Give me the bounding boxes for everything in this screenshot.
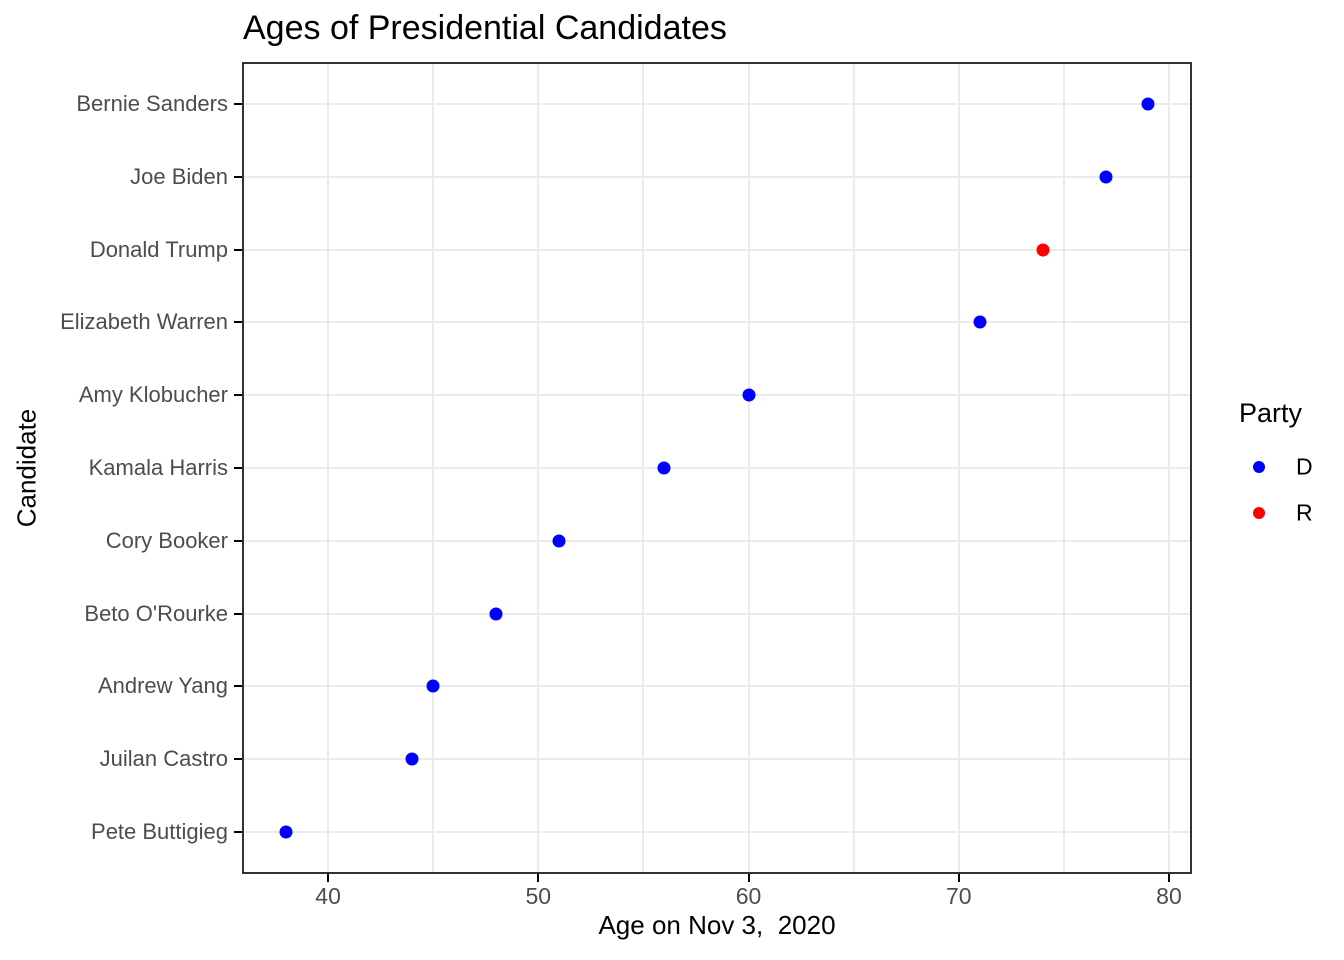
y-axis-tick (234, 612, 242, 615)
x-axis-tick (1167, 874, 1170, 882)
y-axis-tick (234, 175, 242, 178)
data-point-d (405, 752, 419, 766)
data-point-d (657, 461, 671, 475)
y-gridline (244, 103, 1190, 105)
y-axis-tick (234, 321, 242, 324)
chart-title: Ages of Presidential Candidates (243, 9, 727, 47)
data-point-d (1141, 97, 1155, 111)
x-axis-tick (747, 874, 750, 882)
y-axis-tick (234, 685, 242, 688)
y-tick-label: Bernie Sanders (76, 91, 228, 116)
y-tick-label: Kamala Harris (88, 455, 228, 480)
x-tick-label: 80 (1156, 883, 1182, 909)
data-point-d (973, 315, 987, 329)
data-point-d (742, 388, 756, 402)
y-tick-label: Cory Booker (105, 527, 228, 553)
y-tick-label: Donald Trump (89, 236, 228, 262)
data-point-r (1036, 243, 1050, 257)
y-axis-tick (234, 758, 242, 761)
y-tick-label: Amy Klobucher (78, 382, 228, 408)
x-tick-label: 70 (945, 883, 972, 909)
y-gridline (244, 394, 1190, 397)
x-axis-tick (957, 874, 960, 882)
data-point-d (489, 607, 503, 621)
y-tick-label: Pete Buttigieg (91, 819, 228, 844)
y-tick-label: Joe Biden (130, 163, 228, 189)
y-tick-label: Elizabeth Warren (60, 309, 228, 335)
y-gridline (244, 685, 1190, 688)
data-point-d (552, 534, 566, 548)
legend-key-dot (1253, 507, 1265, 519)
y-axis-tick (234, 831, 242, 833)
x-axis-tick (327, 874, 330, 882)
y-gridline (244, 467, 1190, 469)
y-tick-label: Juilan Castro (99, 746, 228, 772)
y-axis-tick (234, 248, 242, 251)
y-gridline (244, 321, 1190, 324)
plot-panel (242, 62, 1192, 874)
x-tick-label: 50 (525, 883, 552, 909)
data-point-d (1099, 170, 1113, 184)
y-gridline (244, 612, 1190, 615)
y-gridline (244, 248, 1190, 251)
x-tick-label: 60 (735, 883, 762, 909)
y-axis-tick (234, 394, 242, 397)
y-gridline (244, 758, 1190, 761)
y-tick-label: Andrew Yang (97, 673, 228, 699)
legend-title: Party (1239, 398, 1303, 428)
legend-key-dot (1253, 461, 1265, 473)
x-axis-tick (537, 874, 540, 882)
legend-item-r: R (1225, 496, 1344, 530)
legend-item-label: R (1296, 499, 1313, 526)
data-point-d (279, 825, 293, 839)
y-gridline (244, 831, 1190, 833)
y-gridline (244, 175, 1190, 178)
x-tick-label: 40 (315, 883, 341, 909)
y-axis-tick (234, 467, 242, 469)
y-axis-tick (234, 539, 242, 542)
x-axis-title: Age on Nov 3, 2020 (598, 910, 836, 940)
legend-item-label: D (1296, 453, 1313, 480)
data-point-d (426, 679, 440, 693)
legend-item-d: D (1225, 450, 1344, 484)
y-tick-label: Beto O'Rourke (84, 600, 228, 626)
y-axis-tick (234, 103, 242, 105)
y-gridline (244, 539, 1190, 542)
